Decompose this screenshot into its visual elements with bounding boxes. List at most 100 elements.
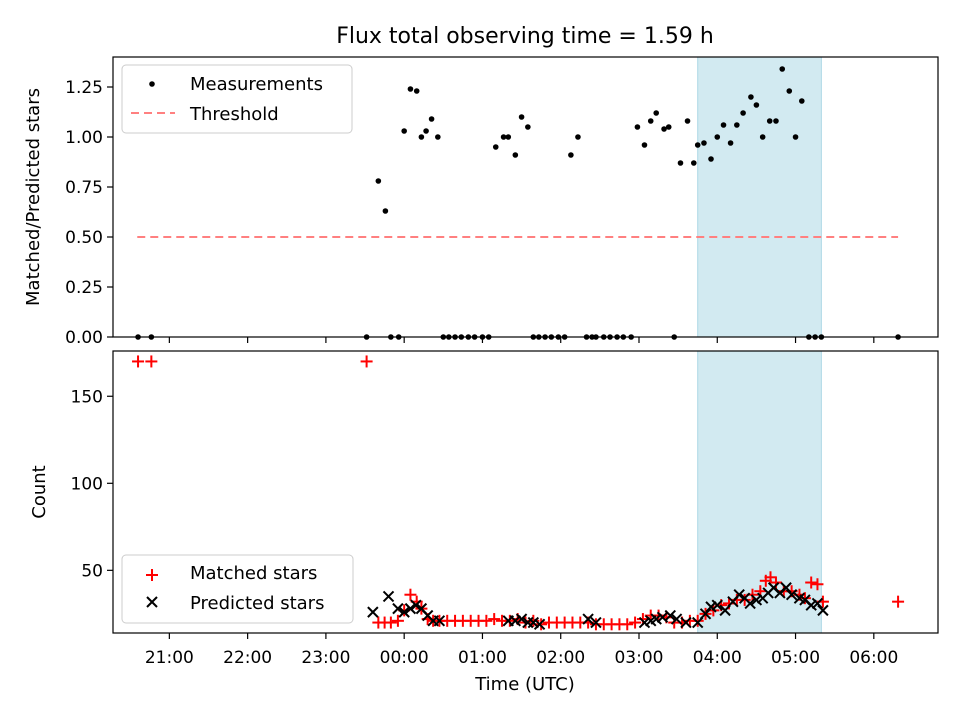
predicted-star-marker [785,588,798,601]
measurement-point [708,156,714,162]
matched-star-marker [145,355,158,368]
ratio-y-ticks: 0.00 0.25 0.50 0.75 1.00 1.25 [65,78,113,348]
x-tick-label: 21:00 [145,648,194,668]
matched-star-marker [360,355,373,368]
measurement-point [653,110,660,116]
predicted-star-marker [515,613,528,625]
legend-matched-label: Matched stars [190,563,317,584]
predicted-star-markers [367,582,829,631]
matched-star-marker [132,355,145,368]
x-tick-label: 02:00 [536,648,585,668]
observing-window-span [697,56,822,338]
x-tick-label: 04:00 [693,648,742,668]
ratio-axes-frame [112,56,939,338]
matched-star-marker [503,614,516,627]
measurement-point [500,134,507,140]
y-tick-label: 0.00 [65,328,103,348]
count-legend: Matched stars Predicted stars [121,554,354,624]
matched-star-marker [629,616,642,629]
measurement-point [727,140,734,146]
predicted-star-marker [680,616,692,629]
measurement-point [512,152,519,158]
predicted-star-marker [404,602,417,615]
measurement-point [734,122,740,128]
measurement-point [786,88,793,94]
measurement-point [423,128,429,134]
measurement-point [407,86,414,92]
predicted-star-marker [367,606,379,618]
count-panel: 50 100 150 21:00 22:00 23:00 00:00 01:00 02:00 0… [29,350,939,695]
measurement-point [413,88,420,94]
measurement-point [766,118,773,124]
matched-star-marker [480,614,493,627]
measurement-point [792,134,799,140]
predicted-star-marker [670,613,683,625]
predicted-star-marker [711,599,723,611]
predicted-star-marker [398,606,410,618]
predicted-star-marker [733,588,745,601]
measurement-point [684,118,691,124]
predicted-star-marker [382,590,395,603]
matched-star-marker [621,618,634,631]
predicted-star-marker [590,616,602,629]
measurement-point [634,124,641,130]
x-tick-label: 03:00 [614,648,663,668]
legend-measurement-marker [149,81,155,87]
matched-star-marker [384,616,397,629]
y-tick-label: 0.50 [65,228,103,248]
measurement-point [575,134,581,140]
measurement-point [720,122,727,128]
predicted-star-marker [744,597,756,610]
x-tick-label: 05:00 [771,648,820,668]
matched-star-marker [691,614,704,627]
measurement-point [435,134,441,140]
predicted-star-marker [780,582,792,594]
measurement-point [690,160,697,166]
count-y-axis-label: Count [29,465,50,518]
ratio-y-axis-label: Matched/Predicted stars [23,88,44,306]
measurement-point [418,134,425,140]
legend-predicted-label: Predicted stars [190,593,324,614]
measurement-point [428,116,435,122]
measurement-point [759,134,766,140]
ratio-legend: Measurements Threshold [121,64,353,134]
matched-star-marker [811,578,824,591]
y-tick-label: 50 [81,561,103,581]
y-tick-label: 150 [71,387,103,407]
y-tick-label: 1.00 [65,128,103,148]
measurement-point [641,142,648,148]
matched-star-marker [764,571,777,584]
matched-star-marker [738,593,751,606]
y-tick-label: 0.75 [65,178,103,198]
predicted-star-marker [410,599,422,611]
matched-star-marker [892,595,905,608]
measurement-point [714,134,721,140]
ratio-panel: 0.00 0.25 0.50 0.75 1.00 1.25 Matched/Predict… [23,56,939,348]
measurement-point [779,66,786,72]
predicted-star-marker [533,618,546,631]
measurement-point [694,142,701,148]
count-axes-frame [112,350,939,634]
legend-threshold-label: Threshold [189,104,279,125]
measurement-point [677,160,684,166]
x-tick-label: 23:00 [301,648,350,668]
measurement-point [568,152,574,158]
predicted-star-marker [817,604,829,617]
measurement-point [525,124,531,130]
measurement-point [753,102,760,108]
y-tick-label: 100 [71,474,103,494]
count-x-ticks: 21:00 22:00 23:00 00:00 01:00 02:00 03:00 04:00… [145,633,898,668]
chart-title: Flux total observing time = 1.59 h [336,24,714,49]
count-y-ticks: 50 100 150 [71,387,113,581]
x-tick-label: 22:00 [223,648,272,668]
measurement-point [647,118,654,124]
matched-star-marker [391,614,404,627]
predicted-star-marker [811,597,824,610]
measurement-point [773,118,779,124]
measurement-point [748,94,754,100]
count-x-axis-label: Time (UTC) [474,674,575,695]
legend-matched-marker [146,569,158,581]
measurement-point [701,140,707,146]
predicted-star-marker [433,615,446,627]
